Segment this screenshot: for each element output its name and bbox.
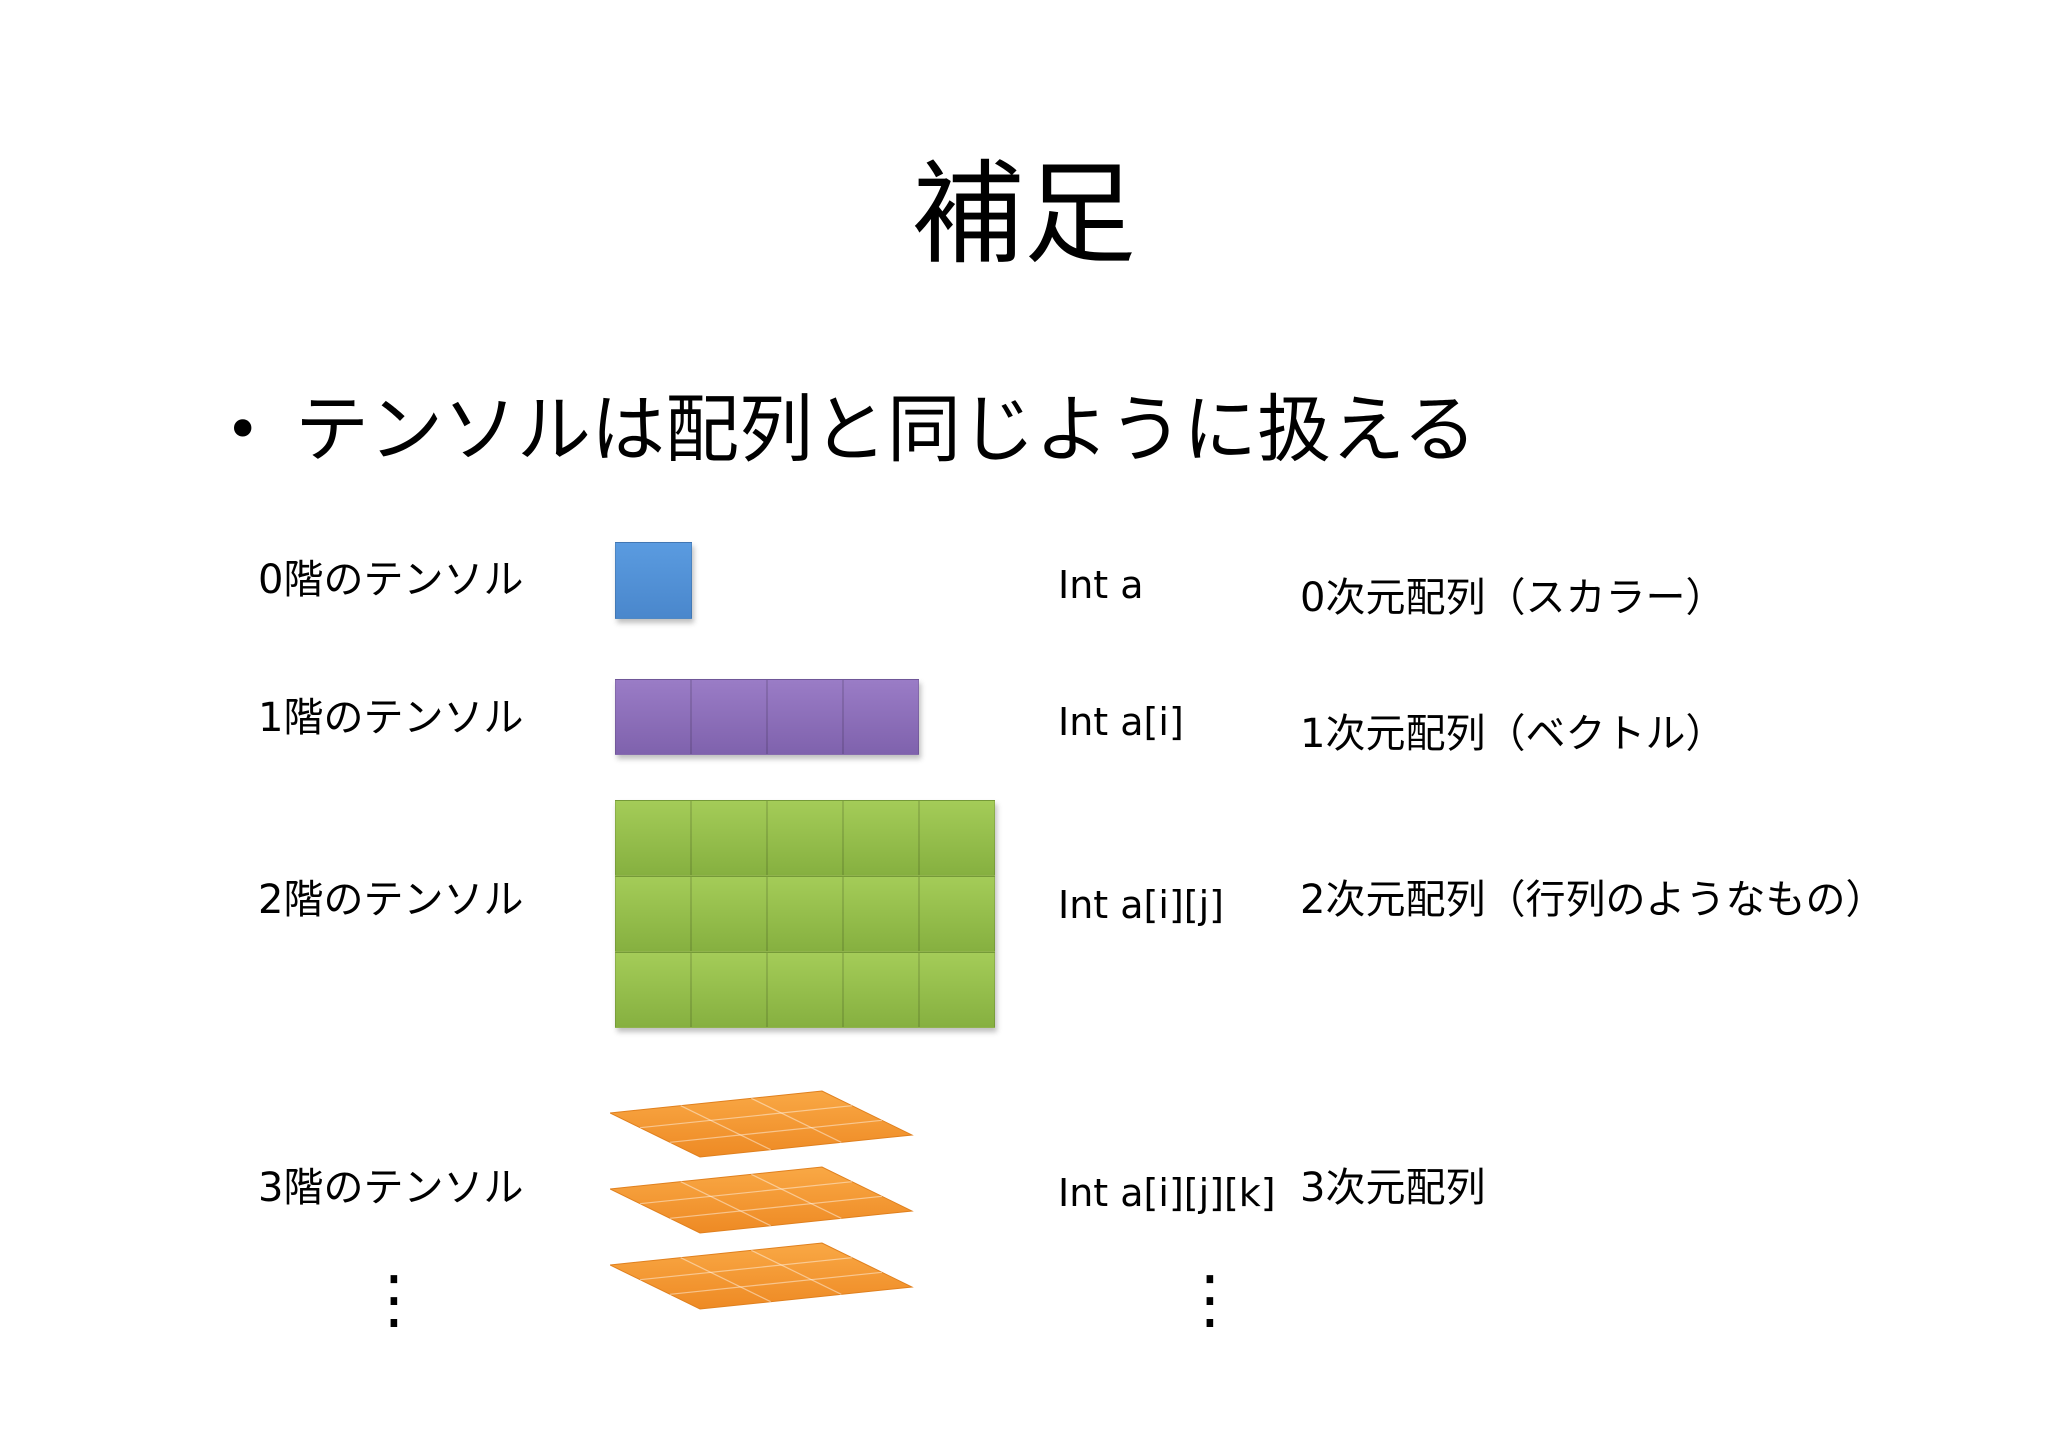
- matrix-cell: [691, 952, 767, 1028]
- description-rank3: 3次元配列: [1300, 1165, 1486, 1211]
- description-rank2: 2次元配列（行列のようなもの）: [1300, 877, 1886, 923]
- tensor-label-rank2: 2階のテンソル: [258, 877, 524, 923]
- tensor3-layer: [610, 1242, 914, 1310]
- bullet-dot-icon: •: [225, 395, 261, 465]
- tensor3-layer: [610, 1090, 914, 1158]
- matrix-cell: [615, 800, 691, 876]
- matrix-cell: [615, 876, 691, 952]
- code-rank1: Int a[i]: [1058, 700, 1184, 744]
- matrix-cell: [919, 876, 995, 952]
- tensor-label-rank0: 0階のテンソル: [258, 557, 524, 603]
- matrix-cell: [767, 876, 843, 952]
- matrix-cell: [919, 800, 995, 876]
- code-rank3: Int a[i][j][k]: [1058, 1171, 1276, 1215]
- vector-cell: [767, 679, 843, 755]
- tensor-label-rank3: 3階のテンソル: [258, 1165, 524, 1211]
- ellipsis-left-glyph: ⋮: [362, 1263, 426, 1337]
- scalar-cell: [615, 542, 692, 619]
- matrix-cell: [615, 952, 691, 1028]
- scalar-block: [615, 542, 692, 619]
- vector-cell: [615, 679, 691, 755]
- matrix-cell: [919, 952, 995, 1028]
- bullet-item: • テンソルは配列と同じように扱える: [225, 380, 1477, 480]
- description-rank0: 0次元配列（スカラー）: [1300, 575, 1726, 621]
- matrix-cell: [691, 800, 767, 876]
- ellipsis-left: ⋮: [362, 1255, 426, 1345]
- vector-cell: [843, 679, 919, 755]
- matrix-cell: [691, 876, 767, 952]
- code-rank0: Int a: [1058, 563, 1144, 607]
- matrix-block: [615, 800, 995, 1028]
- vector-block: [615, 679, 919, 755]
- tensor3-layer: [610, 1166, 914, 1234]
- bullet-text: テンソルは配列と同じように扱える: [295, 387, 1477, 473]
- matrix-cell: [843, 876, 919, 952]
- slide-title: 補足: [912, 150, 1136, 280]
- vector-cell: [691, 679, 767, 755]
- ellipsis-right: ⋮: [1178, 1255, 1242, 1345]
- matrix-cell: [767, 800, 843, 876]
- matrix-cell: [843, 952, 919, 1028]
- tensor-label-rank1: 1階のテンソル: [258, 695, 524, 741]
- tensor3-block: [610, 1090, 914, 1310]
- matrix-cell: [767, 952, 843, 1028]
- description-rank1: 1次元配列（ベクトル）: [1300, 711, 1726, 757]
- code-rank2: Int a[i][j]: [1058, 883, 1224, 927]
- matrix-cell: [843, 800, 919, 876]
- ellipsis-right-glyph: ⋮: [1178, 1263, 1242, 1337]
